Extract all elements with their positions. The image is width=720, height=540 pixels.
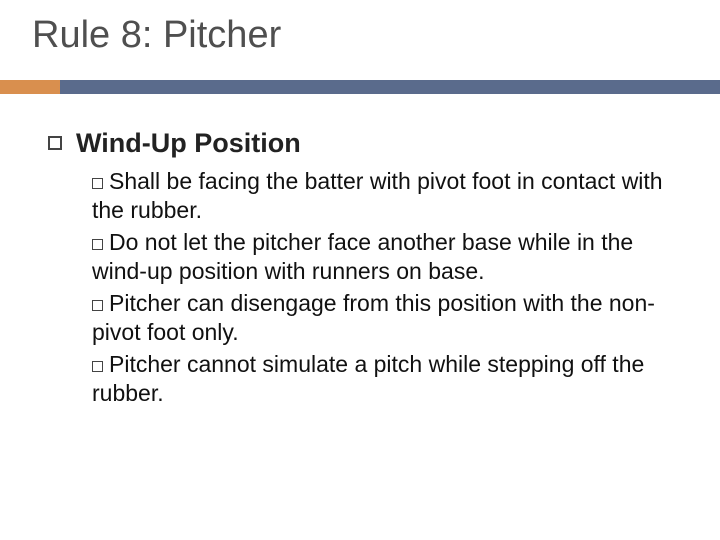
level2-item: Pitcher cannot simulate a pitch while st… xyxy=(92,350,676,409)
square-bullet-icon xyxy=(92,361,103,372)
title-area: Rule 8: Pitcher xyxy=(0,0,720,57)
content-area: Wind-Up Position Shall be facing the bat… xyxy=(48,128,676,411)
square-bullet-icon xyxy=(92,239,103,250)
level2-text: Pitcher can disengage from this position… xyxy=(92,290,655,345)
level1-text: Wind-Up Position xyxy=(76,128,301,159)
level2-item: Do not let the pitcher face another base… xyxy=(92,228,676,287)
square-bullet-icon xyxy=(48,136,62,150)
level1-item: Wind-Up Position xyxy=(48,128,676,159)
level2-block: Shall be facing the batter with pivot fo… xyxy=(92,167,676,409)
level2-text: Shall be facing the batter with pivot fo… xyxy=(92,168,663,223)
accent-bar-right xyxy=(60,80,720,94)
level2-text: Pitcher cannot simulate a pitch while st… xyxy=(92,351,644,406)
level2-text: Do not let the pitcher face another base… xyxy=(92,229,633,284)
level2-item: Pitcher can disengage from this position… xyxy=(92,289,676,348)
square-bullet-icon xyxy=(92,178,103,189)
accent-bar-left xyxy=(0,80,60,94)
accent-bar xyxy=(0,80,720,94)
square-bullet-icon xyxy=(92,300,103,311)
slide-title: Rule 8: Pitcher xyxy=(32,14,720,57)
level2-item: Shall be facing the batter with pivot fo… xyxy=(92,167,676,226)
slide: Rule 8: Pitcher Wind-Up Position Shall b… xyxy=(0,0,720,540)
